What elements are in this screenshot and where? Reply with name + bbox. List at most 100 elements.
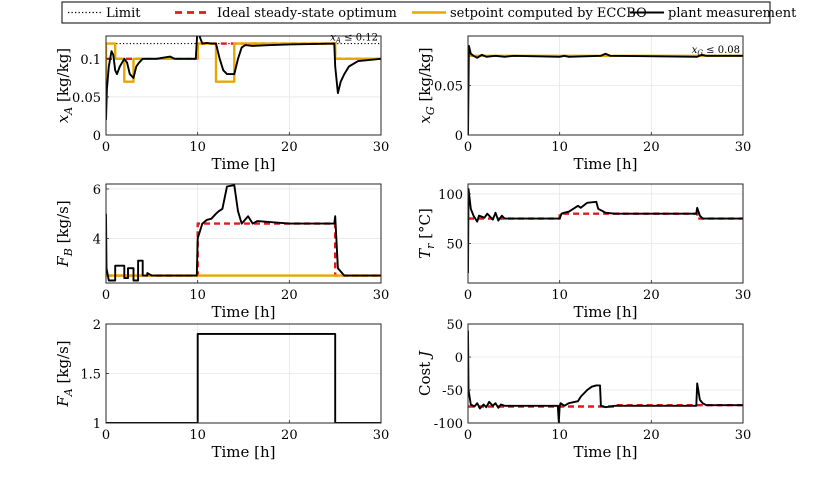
axes-box [467,323,744,424]
xtick-label: 10 [189,428,206,443]
plot-area [468,184,743,283]
y-label-unit: [kg/s] [54,340,72,388]
xtick-label: 20 [281,140,298,155]
panel-FA: 0 10 20 30 1 1.5 2 Time [h] FA [kg/s] [54,318,389,461]
ytick-label: 0 [455,351,463,366]
series-group [106,184,381,282]
ytick-label: 1 [93,417,101,432]
xtick-label: 0 [102,288,110,303]
xtick-label: 0 [464,428,472,443]
legend: Limit Ideal steady-state optimum setpoin… [61,1,797,24]
y-label-subscript: A [62,388,75,397]
xtick-label: 10 [189,140,206,155]
annotation-subscript: G [697,49,703,57]
xtick-label: 0 [102,140,110,155]
series-plant [106,36,381,120]
y-label-unit: [kg/kg] [54,48,72,107]
x-axis-label: Time [h] [211,303,275,321]
series-plant [468,187,743,274]
annotation-symbol: x [330,33,336,44]
y-label-symbol: F [54,256,72,268]
y-label-symbol: T [416,248,434,259]
ytick-label: 0 [93,129,101,144]
x-axis-label: Time [h] [211,443,275,461]
ytick-label: 100 [438,188,463,203]
y-label-subscript: A [62,107,75,116]
y-label-subscript: G [424,106,437,115]
axes-box [105,35,382,136]
y-label-symbol: x [54,114,72,123]
xtick-label: 30 [735,288,752,303]
series-group [468,330,743,423]
panel-FB: 0 10 20 30 4 6 Time [h] FB [kg/s] [54,183,389,321]
annotation-symbol: x [692,45,698,56]
annotation-rest: ≤ 0.12 [341,33,378,44]
y-label-unit: [°C] [416,208,434,243]
ytick-label: 0.1 [80,53,101,68]
xtick-label: 20 [643,140,660,155]
ytick-label: -100 [434,417,463,432]
ytick-label: -50 [442,384,463,399]
ytick-label: 50 [446,237,463,252]
x-axis-label: Time [h] [573,443,637,461]
y-axis-label: FB [kg/s] [54,200,75,267]
y-label-symbol: x [416,115,434,124]
xtick-label: 30 [735,428,752,443]
annotation-rest: ≤ 0.08 [703,45,740,56]
x-axis-label: Time [h] [573,155,637,173]
y-axis-label: Tr [°C] [416,208,437,259]
legend-setpoint-label: setpoint computed by ECCBO [450,6,647,21]
series-group [468,187,743,274]
xtick-label: 20 [643,288,660,303]
series-plant [106,332,381,423]
xtick-label: 30 [373,428,390,443]
annotation-subscript: A [335,37,341,45]
ytick-label: 4 [93,232,101,247]
xtick-label: 10 [551,288,568,303]
x-axis-label: Time [h] [211,155,275,173]
xtick-label: 0 [464,288,472,303]
xtick-label: 10 [189,288,206,303]
y-label-unit: [kg/kg] [416,47,434,106]
plot-area [106,184,381,283]
xtick-label: 30 [373,288,390,303]
panel-Tr: 0 10 20 30 50 100 Time [h] Tr [°C] [416,183,752,321]
xtick-label: 30 [373,140,390,155]
legend-optimum-label: Ideal steady-state optimum [217,6,397,21]
ytick-label: 50 [446,318,463,333]
xtick-label: 0 [102,428,110,443]
y-label-main: Cost [416,357,434,396]
series-plant [106,184,381,282]
xtick-label: 20 [281,428,298,443]
series-plant [468,330,743,423]
legend-limit-label: Limit [106,6,141,21]
y-label-unit: [kg/s] [54,200,72,248]
y-axis-label: Cost J [416,350,434,396]
constraint-annotation: xA ≤ 0.12 [330,33,378,45]
series-group [106,36,381,120]
xtick-label: 20 [643,428,660,443]
x-axis-label: Time [h] [573,303,637,321]
ytick-label: 2 [93,318,101,333]
ytick-label: 0.05 [72,91,101,106]
series-group [106,332,381,423]
series-plant [468,44,743,135]
ytick-label: 1.5 [80,368,101,383]
ytick-label: 0.05 [434,80,463,95]
y-label-symbol: F [54,396,72,408]
series-group [468,44,743,135]
y-axis-label: xA [kg/kg] [54,48,75,123]
legend-plant-label: plant measurement [668,6,797,21]
y-axis-label: FA [kg/s] [54,340,75,407]
axes-box [105,183,382,284]
panel-J: 0 10 20 30 -100 -50 0 50 Time [h] Cost J [416,318,751,461]
xtick-label: 0 [464,140,472,155]
y-label-symbol: J [416,350,434,360]
y-label-subscript: r [424,243,437,249]
xtick-label: 10 [551,140,568,155]
xtick-label: 10 [551,428,568,443]
y-label-subscript: B [62,248,75,257]
